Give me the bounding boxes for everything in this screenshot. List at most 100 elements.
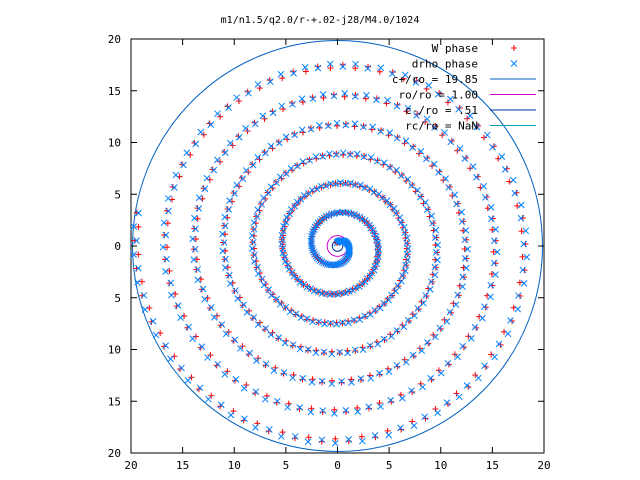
- drho-phase-point: [336, 348, 344, 356]
- drho-phase-point: [351, 181, 359, 189]
- drho-phase-point: [403, 250, 411, 258]
- w-phase-point: [171, 353, 178, 360]
- drho-phase-point: [241, 415, 248, 423]
- drho-phase-point: [410, 422, 418, 429]
- w-phase-point: [461, 246, 468, 253]
- drho-phase-point: [180, 161, 187, 169]
- drho-phase-point: [429, 219, 436, 227]
- drho-phase-point: [231, 336, 239, 344]
- drho-phase-point: [492, 226, 500, 233]
- drho-phase-point: [469, 163, 477, 170]
- drho-phase-point: [351, 92, 359, 100]
- w-phase-point: [401, 140, 408, 147]
- w-phase-point: [465, 333, 472, 340]
- x-tick-label: 15: [486, 459, 499, 472]
- drho-phase-point: [282, 303, 290, 311]
- drho-phase-point: [273, 179, 280, 187]
- w-phase-point: [279, 429, 286, 436]
- drho-phase-point: [195, 205, 203, 212]
- w-phase-point: [354, 404, 361, 411]
- drho-phase-point: [342, 209, 349, 217]
- drho-phase-point: [292, 310, 300, 318]
- w-phase-point: [518, 228, 525, 235]
- drho-phase-point: [408, 182, 415, 189]
- drho-phase-point: [409, 351, 417, 359]
- drho-phase-point: [479, 314, 486, 322]
- drho-phase-point: [332, 180, 339, 188]
- w-phase-point: [358, 433, 365, 440]
- drho-phase-point: [393, 166, 400, 174]
- drho-phase-point: [455, 393, 463, 401]
- drho-phase-point: [356, 283, 363, 290]
- drho-phase-point: [366, 342, 374, 349]
- drho-phase-point: [201, 185, 209, 193]
- drho-phase-point: [221, 222, 229, 230]
- drho-phase-point: [520, 240, 528, 248]
- drho-phase-point: [221, 213, 229, 221]
- drho-phase-point: [467, 335, 475, 342]
- drho-phase-point: [437, 369, 445, 377]
- drho-phase-point: [314, 64, 322, 72]
- drho-phase-point: [386, 164, 394, 171]
- drho-phase-point: [225, 104, 232, 111]
- drho-phase-point: [266, 78, 274, 85]
- w-phase-point: [384, 427, 391, 434]
- w-phase-point: [190, 246, 197, 253]
- drho-phase-point: [447, 95, 454, 103]
- drho-phase-point: [251, 120, 259, 128]
- drho-phase-point: [323, 261, 331, 268]
- drho-phase-point: [259, 112, 267, 120]
- drho-phase-point: [361, 312, 369, 320]
- drho-phase-point: [310, 287, 318, 295]
- drho-phase-point: [196, 384, 204, 392]
- drho-phase-point: [423, 155, 430, 163]
- drho-phase-point: [210, 166, 218, 174]
- drho-phase-point: [365, 403, 373, 411]
- drho-phase-point: [152, 331, 160, 339]
- drho-phase-point: [504, 330, 512, 338]
- w-phase-point: [432, 264, 439, 271]
- drho-phase-point: [370, 188, 378, 196]
- drho-phase-point: [273, 295, 280, 303]
- drho-phase-point: [388, 291, 395, 299]
- drho-phase-point: [432, 226, 440, 234]
- drho-phase-point: [191, 245, 199, 253]
- drho-phase-point: [194, 276, 202, 284]
- w-phase-point: [417, 380, 424, 387]
- drho-phase-point: [346, 247, 353, 255]
- drho-phase-point: [402, 358, 410, 366]
- drho-phase-point: [214, 110, 221, 118]
- drho-phase-point: [357, 375, 365, 383]
- drho-phase-point: [353, 150, 361, 158]
- drho-phase-point: [289, 100, 296, 108]
- drho-phase-point: [397, 172, 405, 180]
- drho-phase-point: [286, 210, 293, 218]
- drho-phase-point: [459, 283, 466, 290]
- drho-phase-point: [493, 248, 501, 256]
- drho-phase-point: [232, 287, 239, 294]
- drho-phase-point: [444, 359, 452, 367]
- legend-label: c+/ro = 19.85: [392, 73, 478, 86]
- drho-phase-point: [482, 194, 489, 201]
- drho-phase-point: [459, 273, 467, 281]
- w-phase-point: [333, 150, 340, 157]
- drho-phase-point: [385, 368, 393, 375]
- w-phase-point: [347, 150, 354, 157]
- drho-phase-point: [249, 238, 257, 246]
- drho-phase-point: [167, 355, 174, 363]
- drho-phase-point: [377, 403, 384, 410]
- drho-phase-point: [348, 379, 355, 386]
- drho-phase-point: [267, 183, 275, 191]
- drho-phase-point: [167, 279, 175, 287]
- drho-phase-point: [462, 227, 470, 234]
- drho-phase-point: [463, 382, 471, 389]
- drho-phase-point: [307, 125, 315, 133]
- drho-phase-point: [321, 320, 328, 328]
- y-tick-label: 10: [108, 137, 121, 150]
- w-phase-point: [225, 272, 232, 279]
- drho-phase-point: [248, 232, 256, 239]
- drho-phase-point: [207, 304, 215, 311]
- drho-phase-point: [234, 295, 241, 303]
- w-phase-point: [342, 120, 349, 127]
- drho-phase-point: [319, 153, 327, 160]
